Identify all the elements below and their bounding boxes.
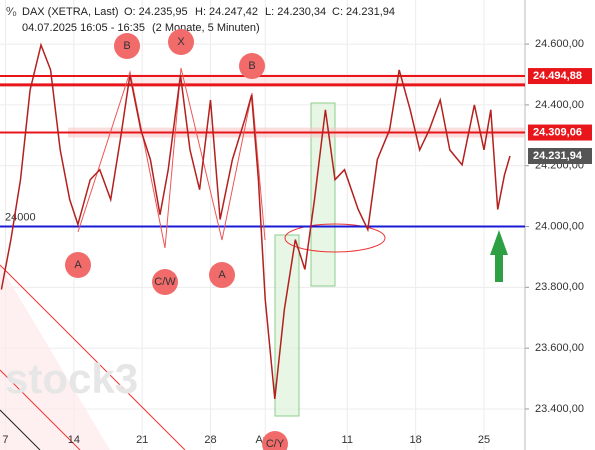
annotation-marker xyxy=(262,431,288,450)
ohlc-open: O: 24.235,95 xyxy=(124,6,188,18)
period: (2 Monate, 5 Minuten) xyxy=(152,22,260,34)
annotation-marker xyxy=(168,29,194,55)
y-tick-label: 23.800,00 xyxy=(535,281,584,293)
annotation-marker xyxy=(239,53,265,79)
price-tag xyxy=(528,147,592,164)
x-tick-label: 21 xyxy=(136,434,148,446)
x-tick-label: 7 xyxy=(2,434,8,446)
price-tag xyxy=(528,124,592,141)
y-tick-label: 23.400,00 xyxy=(535,403,584,415)
level-label: 24000 xyxy=(5,211,36,223)
price-tag-label: 24.494,88 xyxy=(533,70,582,82)
annotation-marker xyxy=(209,262,235,288)
annotation-label: A xyxy=(218,269,226,281)
x-tick-label: 25 xyxy=(478,434,490,446)
annotation-marker xyxy=(65,252,91,278)
y-tick-label: 23.600,00 xyxy=(535,342,584,354)
annotation-label: C/W xyxy=(154,276,176,288)
ohlc-low: L: 24.230,34 xyxy=(265,6,326,18)
pattern-line xyxy=(77,67,266,249)
y-tick-label: 24.400,00 xyxy=(535,99,584,111)
price-tag xyxy=(528,68,592,85)
y-tick-label: 24.600,00 xyxy=(535,38,584,50)
logo: ⁰⁄₀ xyxy=(6,6,17,18)
annotation-label: A xyxy=(74,259,82,271)
price-line xyxy=(0,42,511,399)
watermark: stock3 xyxy=(5,355,138,402)
zone xyxy=(128,74,525,85)
price-tag-label: 24.231,94 xyxy=(533,150,583,162)
annotation-label: C/Y xyxy=(266,438,285,450)
annotation-label: X xyxy=(177,36,185,48)
x-tick-label: 11 xyxy=(342,434,353,446)
annotation-marker xyxy=(152,269,178,295)
y-tick-label: 24.000,00 xyxy=(535,220,584,232)
price-tag-label: 24.309,06 xyxy=(533,126,582,138)
x-tick-label: 28 xyxy=(204,434,216,446)
annotation-marker xyxy=(114,33,140,59)
ohlc-close: C: 24.231,94 xyxy=(332,6,395,18)
chart-title: DAX (XETRA, Last) xyxy=(22,6,119,18)
annotation-label: B xyxy=(248,60,255,72)
x-tick-label: 18 xyxy=(410,434,422,446)
ohlc-high: H: 24.247,42 xyxy=(195,6,258,18)
x-tick-label: 14 xyxy=(68,434,80,446)
subtitle: 04.07.2025 16:05 - 16:35 xyxy=(22,22,145,34)
annotation-label: B xyxy=(123,40,130,52)
